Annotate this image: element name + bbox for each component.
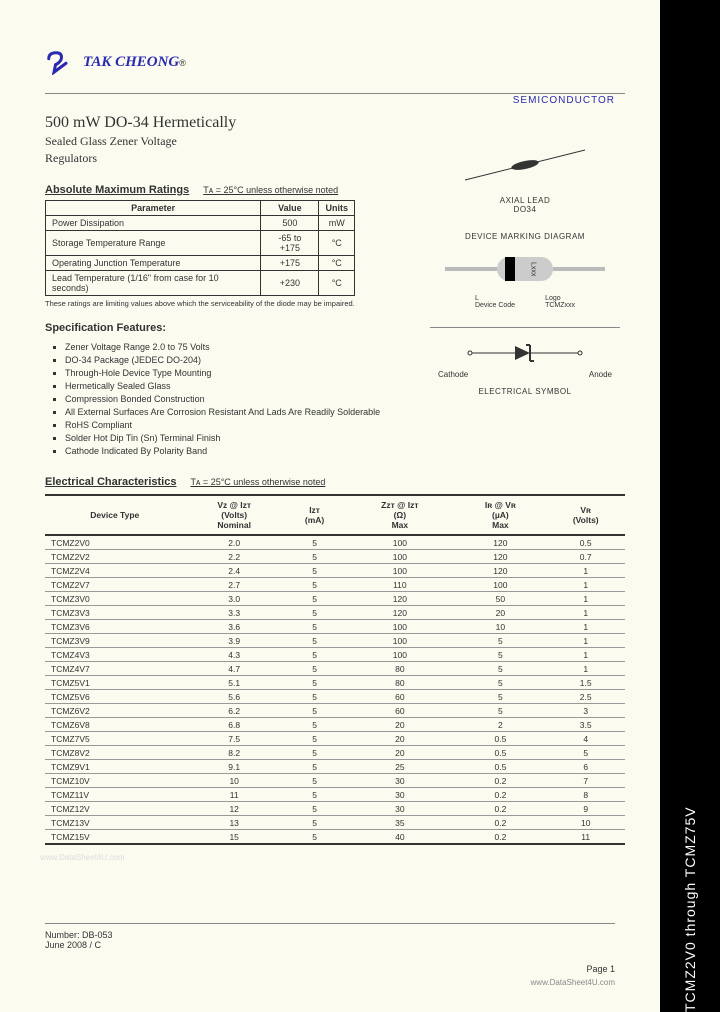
table-row: TCMZ5V65.656052.5 [45, 690, 625, 704]
doc-date: June 2008 / C [45, 940, 615, 950]
ec-heading: Electrical CharacteristicsTᴀ = 25°C unle… [45, 476, 625, 488]
footer: Number: DB-053 June 2008 / C Page 1 www.… [45, 923, 615, 987]
table-row: TCMZ10V105300.27 [45, 774, 625, 788]
axial-lead-diagram: AXIAL LEAD DO34 [430, 140, 620, 214]
table-row: TCMZ6V86.852023.5 [45, 718, 625, 732]
source-url: www.DataSheet4U.com [45, 978, 615, 987]
table-row: TCMZ15V155400.211 [45, 830, 625, 845]
table-row: TCMZ7V57.55200.54 [45, 732, 625, 746]
marking-title: DEVICE MARKING DIAGRAM [430, 232, 620, 241]
page-number: Page 1 [45, 964, 615, 974]
table-row: TCMZ11V115300.28 [45, 788, 625, 802]
table-row: TCMZ2V22.251001200.7 [45, 550, 625, 564]
table-row: TCMZ4V34.3510051 [45, 648, 625, 662]
anode-label: Anode [589, 370, 612, 379]
ratings-table: ParameterValueUnits Power Dissipation500… [45, 200, 355, 296]
table-row: TCMZ3V63.65100101 [45, 620, 625, 634]
table-row: TCMZ4V74.758051 [45, 662, 625, 676]
table-row: TCMZ5V15.158051.5 [45, 676, 625, 690]
diagrams-panel: AXIAL LEAD DO34 DEVICE MARKING DIAGRAM L… [430, 140, 620, 414]
registered-icon: ® [179, 58, 186, 68]
brand-name: TAK CHEONG [83, 54, 179, 71]
table-row: TCMZ8V28.25200.55 [45, 746, 625, 760]
electrical-symbol: Cathode Anode ELECTRICAL SYMBOL [430, 338, 620, 396]
axial-label: AXIAL LEAD DO34 [430, 196, 620, 214]
divider [45, 93, 625, 94]
table-row: TCMZ2V02.051001200.5 [45, 535, 625, 550]
table-row: TCMZ9V19.15250.56 [45, 760, 625, 774]
legend-right: Logo TCMZxxx [545, 295, 575, 309]
table-row: TCMZ2V42.451001201 [45, 564, 625, 578]
table-row: TCMZ13V135350.210 [45, 816, 625, 830]
marking-diagram: DEVICE MARKING DIAGRAM Lxxx L Device Cod… [430, 232, 620, 309]
logo-icon [45, 50, 75, 75]
product-range-sidebar: TCMZ2V0 through TCMZ75V [660, 0, 720, 1012]
table-row: TCMZ3V03.05120501 [45, 592, 625, 606]
doc-number: Number: DB-053 [45, 930, 615, 940]
feature-item: Solder Hot Dip Tin (Sn) Terminal Finish [65, 433, 625, 443]
product-title: 500 mW DO-34 Hermetically [45, 114, 625, 132]
table-row: TCMZ2V72.751101001 [45, 578, 625, 592]
table-row: TCMZ6V26.256053 [45, 704, 625, 718]
table-row: TCMZ12V125300.29 [45, 802, 625, 816]
datasheet-page: TAK CHEONG ® SEMICONDUCTOR 500 mW DO-34 … [0, 0, 660, 1012]
electrical-characteristics-table: Device TypeVᴢ @ Iᴢᴛ (Volts) NominalIᴢᴛ (… [45, 494, 625, 845]
feature-item: RoHS Compliant [65, 420, 625, 430]
table-row: TCMZ3V93.9510051 [45, 634, 625, 648]
legend-left: L Device Code [475, 295, 515, 309]
category-label: SEMICONDUCTOR [513, 95, 615, 106]
table-row: TCMZ3V33.35120201 [45, 606, 625, 620]
symbol-label: ELECTRICAL SYMBOL [430, 387, 620, 396]
header: TAK CHEONG ® [45, 50, 625, 75]
feature-item: Cathode Indicated By Polarity Band [65, 446, 625, 456]
watermark: www.DataSheet4U.com [40, 853, 124, 862]
cathode-label: Cathode [438, 370, 468, 379]
